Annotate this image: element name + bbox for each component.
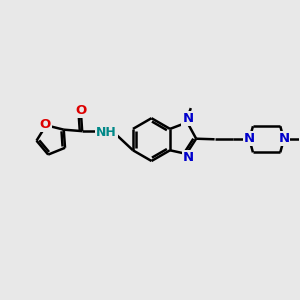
Text: N: N: [182, 112, 194, 125]
Text: O: O: [75, 104, 87, 117]
Text: N: N: [244, 132, 255, 145]
Text: O: O: [39, 118, 51, 130]
Text: N: N: [183, 151, 194, 164]
Text: N: N: [278, 132, 290, 145]
Text: NH: NH: [96, 126, 117, 139]
